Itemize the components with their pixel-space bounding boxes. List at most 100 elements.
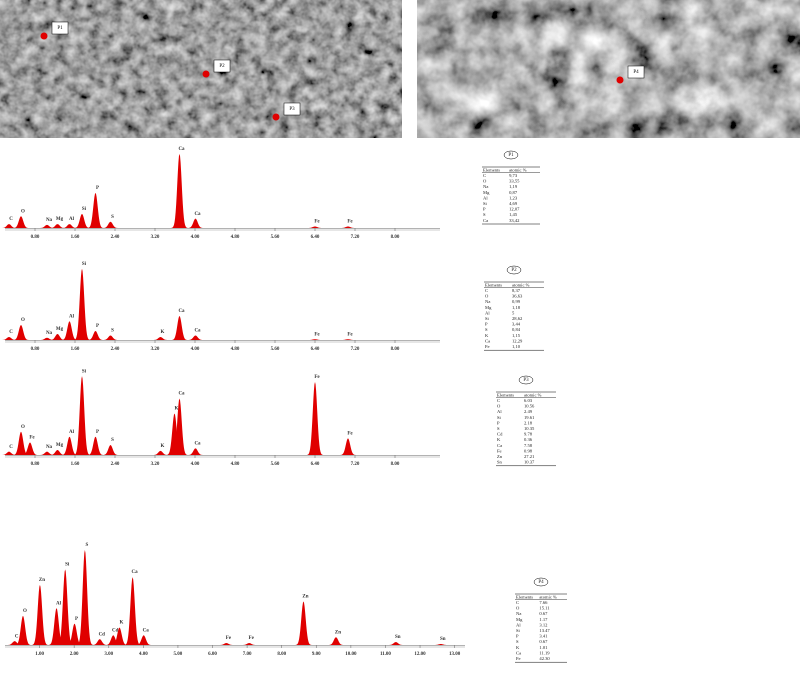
table-cell: 0.67 <box>539 611 548 616</box>
table-cell: 28,62 <box>512 316 523 322</box>
table-title: P1 <box>508 153 514 158</box>
peak-label: K <box>161 444 165 449</box>
peak-label: Mg <box>56 217 64 222</box>
table-header: atomic % <box>512 282 530 287</box>
peak <box>306 226 324 228</box>
peak <box>186 448 205 455</box>
peak <box>170 398 189 455</box>
peak <box>31 584 49 645</box>
peak <box>217 643 236 645</box>
table-cell: C <box>497 398 500 403</box>
peak-label: S <box>86 543 89 548</box>
peak-label: Ca <box>132 570 139 575</box>
table-cell: 9,73 <box>509 173 518 179</box>
table-cell: Na <box>516 611 521 616</box>
peak <box>104 635 123 645</box>
table-cell: S <box>483 212 486 217</box>
peak <box>327 637 345 645</box>
table-cell: Si <box>483 201 488 206</box>
peak-label: P <box>96 186 99 191</box>
table-cell: 9.78 <box>524 432 533 437</box>
peak <box>306 381 324 455</box>
x-tick-label: 8.00 <box>391 235 400 240</box>
sem-texture <box>0 0 402 138</box>
table-header: atomic % <box>509 167 527 172</box>
peak-label: K <box>120 621 124 626</box>
x-tick-label: 4.80 <box>231 462 240 467</box>
peak-label: Na <box>46 331 53 336</box>
x-tick-label: 7.20 <box>351 462 360 467</box>
table-cell: Si <box>497 415 502 420</box>
marker-label: P2 <box>219 64 225 69</box>
x-tick-label: 4.80 <box>231 235 240 240</box>
table-cell: 0.98 <box>524 448 533 453</box>
peak-label: Ca <box>194 442 201 447</box>
peak <box>431 644 450 645</box>
peak-label: Fe <box>347 220 353 225</box>
table-cell: C <box>483 173 486 178</box>
peak <box>134 635 153 645</box>
peak-label: P <box>75 617 78 622</box>
table-cell: 7.66 <box>539 600 548 605</box>
table-cell: 1,23 <box>509 195 518 201</box>
marker-label: P3 <box>289 107 295 112</box>
peak-label: Zn <box>335 630 341 635</box>
x-tick-label: 6.40 <box>311 462 320 467</box>
marker-point <box>272 113 280 121</box>
table-cell: 10.35 <box>524 426 535 431</box>
peak-label: Sn <box>440 637 446 642</box>
table-cell: 4,69 <box>509 201 518 207</box>
peak-label: Al <box>56 601 62 606</box>
table-cell: Ca <box>483 218 488 223</box>
table-cell: Fe <box>497 448 502 453</box>
peak-label: K <box>161 330 165 335</box>
table-title-oval <box>518 375 534 385</box>
table-cell: P <box>497 420 500 425</box>
table-cell: Si <box>516 628 521 633</box>
table-cell: 36,63 <box>512 294 523 300</box>
peak <box>73 268 91 340</box>
peak <box>110 627 129 645</box>
x-tick-label: 11.00 <box>380 652 391 657</box>
x-tick-label: 2.40 <box>111 462 120 467</box>
marker-label-box <box>627 65 645 79</box>
peak-label: S <box>111 438 114 443</box>
table-cell: 0.67 <box>539 639 548 644</box>
x-tick-label: 4.00 <box>191 235 200 240</box>
table-cell: O <box>485 294 489 299</box>
x-tick-label: 1.60 <box>71 462 80 467</box>
table-cell: 1,45 <box>509 212 518 218</box>
sem-texture <box>417 0 800 138</box>
x-tick-label: 3.20 <box>151 347 160 352</box>
peak-label: Cd <box>112 628 119 633</box>
x-tick-label: 6.40 <box>311 235 320 240</box>
peak <box>339 438 357 455</box>
x-tick-label: 3.20 <box>151 235 160 240</box>
table-cell: Na <box>483 184 488 189</box>
marker-point <box>202 70 210 78</box>
table-header: Elements <box>516 594 533 599</box>
peak <box>170 153 189 228</box>
peak-label: Fe <box>347 332 353 337</box>
peak <box>101 335 120 340</box>
x-tick-label: 6.40 <box>311 347 320 352</box>
peak-label: Al <box>69 314 75 319</box>
table-cell: Si <box>485 316 490 321</box>
peak <box>86 192 105 228</box>
table-cell: Al <box>516 622 521 627</box>
table-cell: Al <box>497 409 502 414</box>
table-cell: 19.61 <box>524 415 535 420</box>
x-tick-label: 7.20 <box>351 347 360 352</box>
peak-label: S <box>111 215 114 220</box>
peak-label: Ca <box>178 147 185 152</box>
peak-label: Al <box>69 430 75 435</box>
table-cell: Fe <box>485 344 490 349</box>
table-cell: Ca <box>497 443 502 448</box>
table-cell: S <box>485 327 488 332</box>
marker-label: P4 <box>633 70 639 75</box>
table-title: P4 <box>538 580 544 585</box>
peak-label: S <box>111 329 114 334</box>
peak <box>21 442 39 455</box>
peak-label: Mg <box>56 327 64 332</box>
